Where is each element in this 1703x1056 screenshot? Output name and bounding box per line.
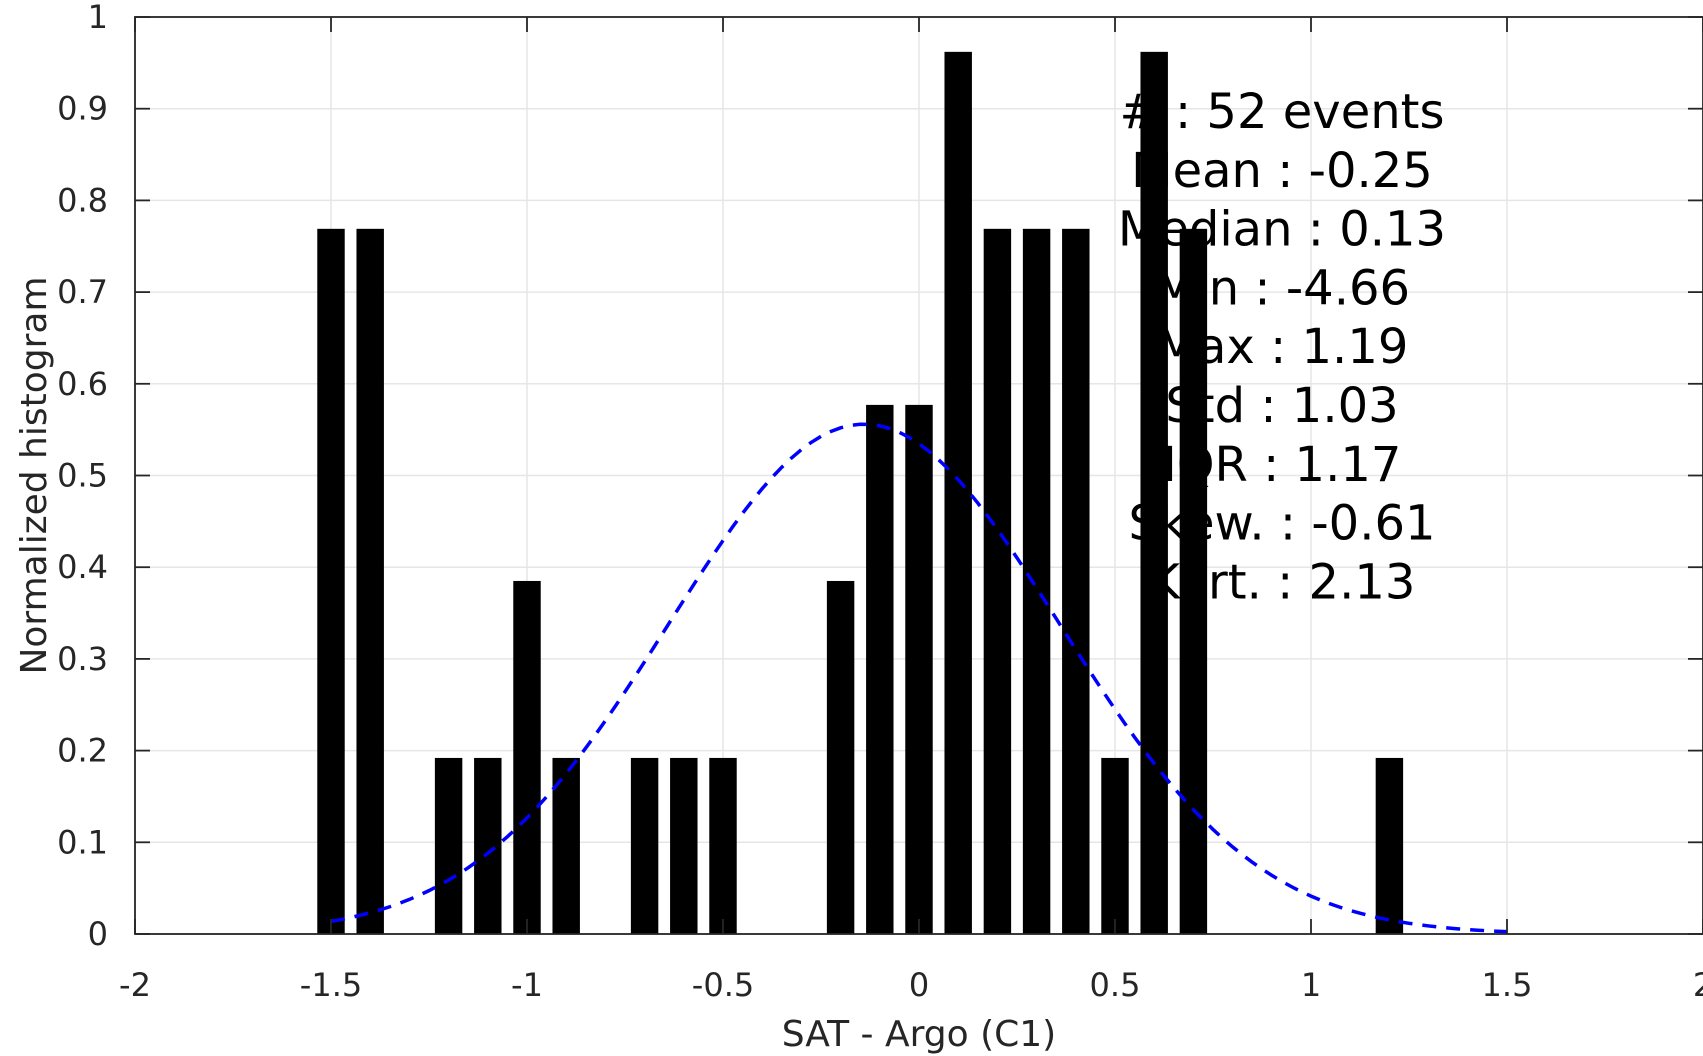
x-axis-title: SAT - Argo (C1) [782, 1014, 1056, 1055]
stat-line: Max : 1.19 [1156, 319, 1409, 375]
histogram-bar [709, 757, 737, 934]
y-tick-labels: 0 0.1 0.2 0.3 0.4 0.5 0.6 0.7 0.8 0.9 1 [57, 0, 108, 953]
x-tick-label: 2 [1693, 966, 1703, 1004]
stat-line: # : 52 events [1120, 84, 1445, 140]
y-tick-label: 0.1 [57, 823, 108, 861]
fit-curve-line [330, 422, 1508, 934]
x-tick-label: -1.5 [300, 966, 362, 1004]
histogram-bar [944, 51, 972, 934]
histogram-bar [670, 757, 698, 934]
stat-line: Skew. : -0.61 [1128, 496, 1435, 552]
x-tick-label: -1 [511, 966, 543, 1004]
y-tick-label: 0.7 [57, 273, 108, 311]
y-tick-label: 0.5 [57, 457, 108, 495]
histogram-bar [1140, 51, 1168, 934]
histogram-bar [474, 757, 502, 934]
histogram-bar [552, 757, 580, 934]
histogram-bar [983, 228, 1012, 934]
x-tick-label: 1.5 [1482, 966, 1533, 1004]
y-tick-label: 0.4 [57, 548, 108, 586]
x-tick-label: 0 [909, 966, 929, 1004]
stat-line: IQR : 1.17 [1163, 437, 1402, 493]
y-tick-label: 0.2 [57, 732, 108, 770]
x-tick-labels: -2 -1.5 -1 -0.5 0 0.5 1 1.5 2 [119, 966, 1703, 1004]
y-tick-label: 0 [88, 915, 108, 953]
y-axis-title: Normalized histogram [14, 276, 55, 674]
histogram-bar [434, 757, 463, 934]
y-tick-label: 0.3 [57, 640, 108, 678]
histogram-bar [1022, 228, 1051, 934]
y-tick-label: 0.9 [57, 90, 108, 128]
histogram-bars [317, 51, 1404, 934]
histogram-bar [1062, 228, 1090, 934]
histogram-bar [866, 404, 894, 934]
stat-line: Mean : -0.25 [1131, 143, 1433, 199]
histogram-bar [317, 228, 345, 934]
histogram-bar [630, 757, 659, 934]
x-tick-label: 1 [1301, 966, 1321, 1004]
stat-line: Min : -4.66 [1154, 260, 1410, 316]
y-tick-label: 1 [88, 0, 108, 36]
histogram-bar [826, 580, 855, 934]
stat-line: Kurt. : 2.13 [1149, 554, 1416, 610]
y-tick-label: 0.8 [57, 181, 108, 219]
axes-frame [134, 16, 1703, 935]
histogram-bar [1179, 228, 1208, 934]
x-tick-label: -0.5 [692, 966, 754, 1004]
x-tick-label: -2 [119, 966, 151, 1004]
stat-line: Median : 0.13 [1118, 202, 1446, 258]
histogram-bar [356, 228, 384, 934]
stat-line: Std : 1.03 [1165, 378, 1398, 434]
histogram-bar [1101, 757, 1129, 934]
histogram-bar [1375, 757, 1404, 934]
y-tick-label: 0.6 [57, 365, 108, 403]
histogram-bar [905, 404, 933, 934]
histogram-bar [513, 580, 541, 934]
x-tick-label: 0.5 [1090, 966, 1141, 1004]
